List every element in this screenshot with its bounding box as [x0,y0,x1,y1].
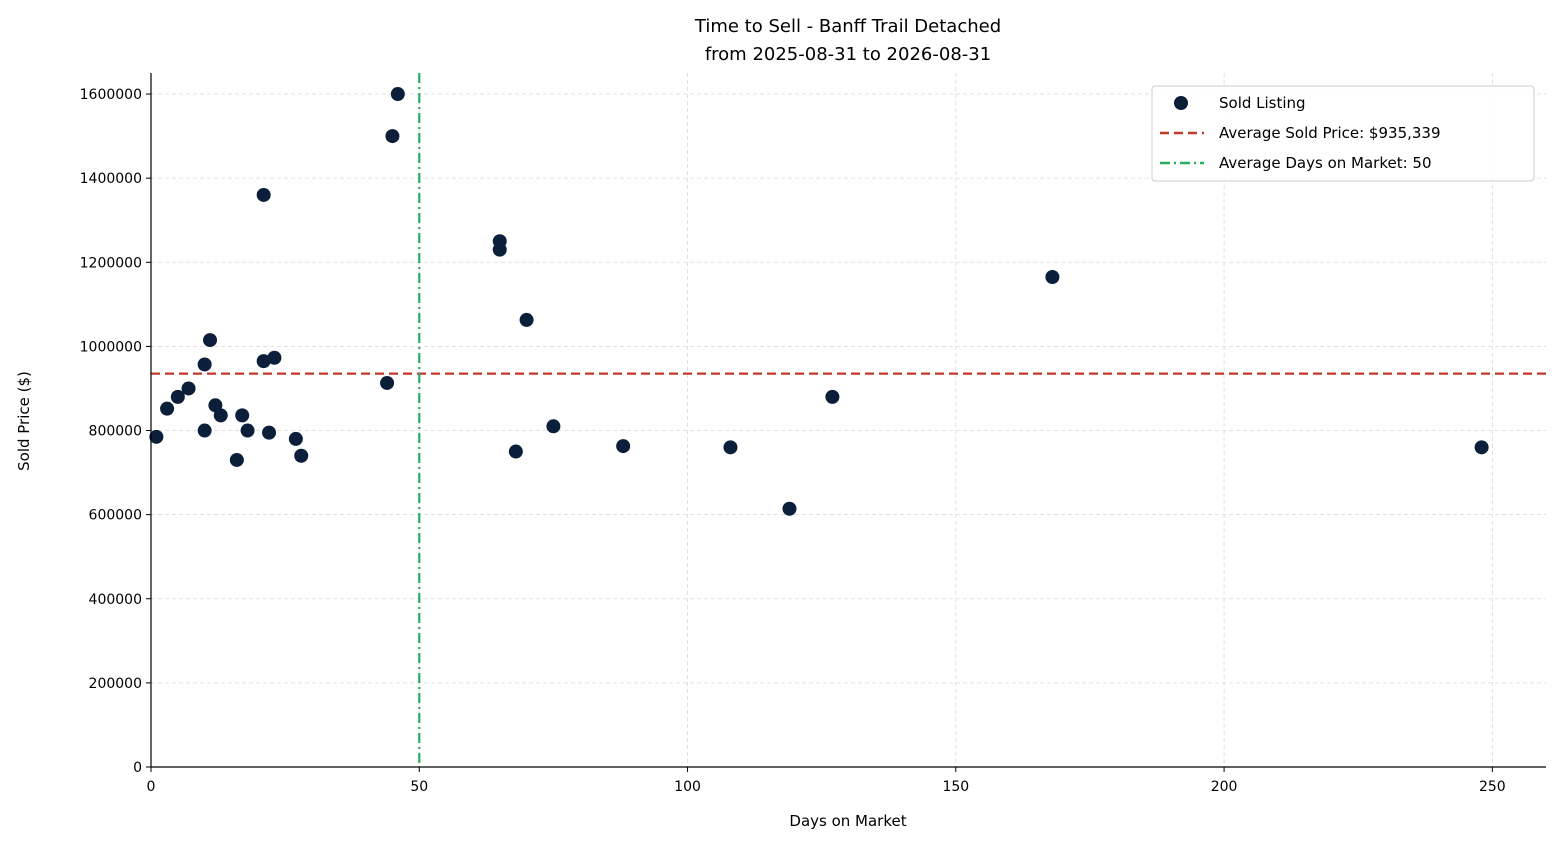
x-tick-label: 50 [410,779,428,795]
y-tick-label: 1400000 [80,171,142,187]
data-point [390,87,405,102]
data-point [256,187,271,202]
data-points [149,87,1489,516]
y-tick-label: 1200000 [80,255,142,271]
data-point [508,444,523,459]
tick-labels: 0 50 100 150 200 250 0 200000 400000 600000 800000… [80,87,1506,795]
data-point [181,381,196,396]
y-tick-label: 400000 [89,592,142,608]
data-point [288,431,303,446]
data-point [235,408,250,423]
data-point [782,501,797,516]
y-tick-label: 800000 [89,424,142,440]
y-tick-label: 600000 [89,508,142,524]
data-point [723,440,738,455]
chart-title-line1: Time to Sell - Banff Trail Detached [694,16,1001,37]
x-tick-label: 250 [1479,779,1506,795]
y-axis-label: Sold Price ($) [15,371,33,471]
legend-label-sold-listing: Sold Listing [1219,94,1306,112]
x-tick-label: 100 [674,779,701,795]
reference-lines [151,73,1546,767]
x-tick-label: 150 [942,779,969,795]
data-point [825,389,840,404]
y-tick-label: 1600000 [80,87,142,103]
data-point [262,425,277,440]
axes [146,73,1546,772]
data-point [149,429,164,444]
data-point [492,242,507,257]
y-tick-label: 200000 [89,676,142,692]
data-point [519,312,534,327]
data-point [546,419,561,434]
data-point [380,375,395,390]
data-point [616,439,631,454]
data-point [294,448,309,463]
data-point [197,423,212,438]
data-point [170,389,185,404]
data-point [213,408,228,423]
data-point [1045,269,1060,284]
legend-label-avg-days: Average Days on Market: 50 [1219,154,1432,172]
legend-label-avg-price: Average Sold Price: $935,339 [1219,124,1441,142]
data-point [240,423,255,438]
data-point [256,354,271,369]
data-point [385,129,400,144]
legend-marker-sold-listing [1174,96,1188,110]
data-point [229,452,244,467]
legend: Sold Listing Average Sold Price: $935,33… [1151,85,1535,182]
data-point [203,333,218,348]
data-point [1474,440,1489,455]
x-axis-label: Days on Market [789,812,906,830]
data-point [160,401,175,416]
chart-title-line2: from 2025-08-31 to 2026-08-31 [705,44,991,65]
legend-box [1151,85,1535,182]
y-tick-label: 1000000 [80,339,142,355]
x-tick-label: 0 [147,779,156,795]
data-point [197,357,212,372]
x-tick-label: 200 [1211,779,1238,795]
data-point [267,350,282,365]
y-tick-label: 0 [133,760,142,776]
